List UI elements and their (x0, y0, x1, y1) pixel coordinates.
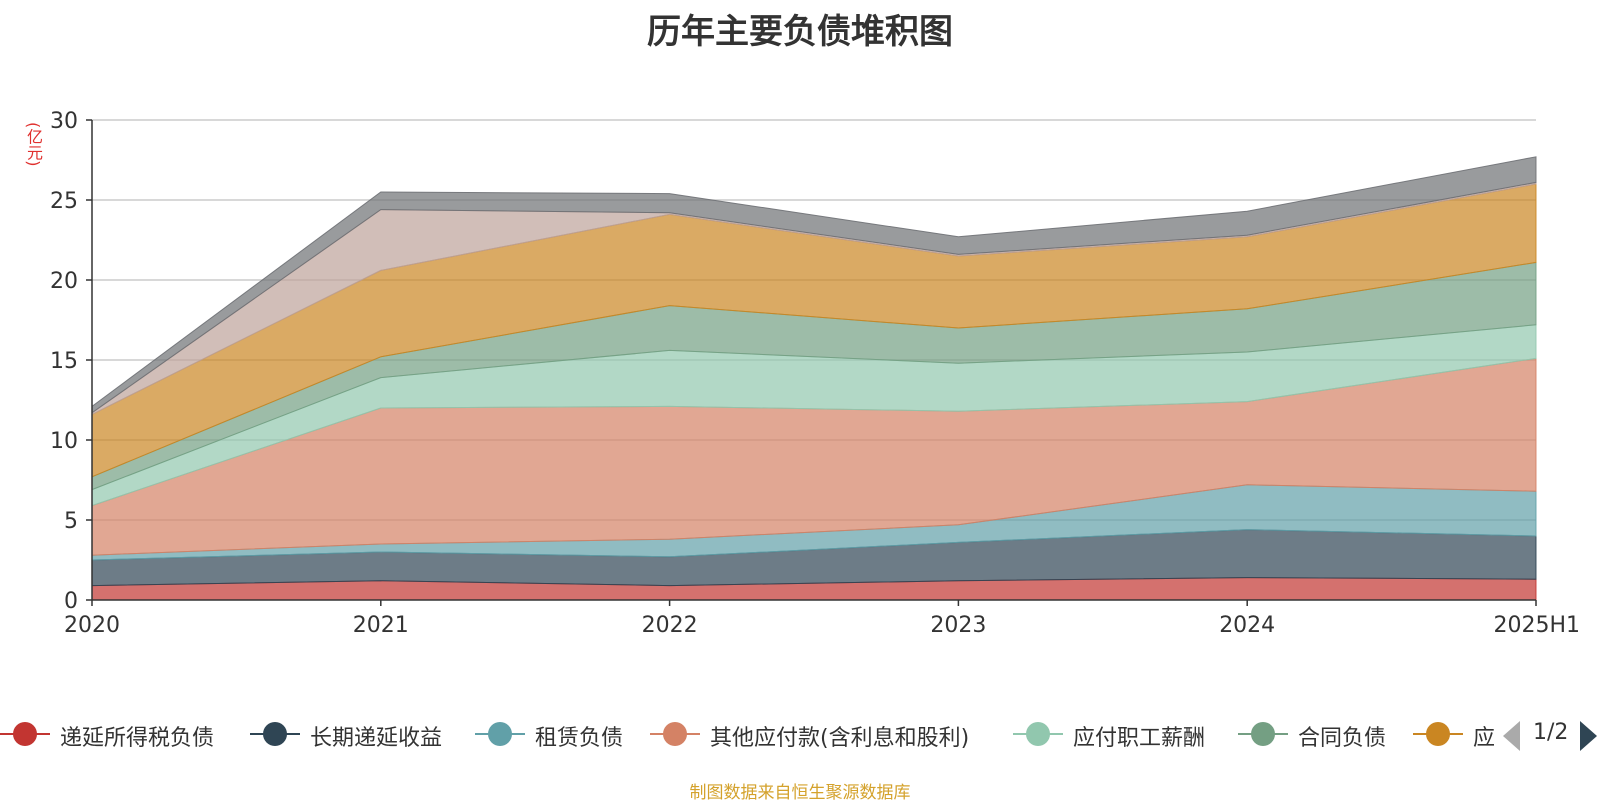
x-tick-label: 2020 (64, 613, 120, 638)
area-series-9[interactable] (91, 156, 1537, 414)
area-series-group (91, 156, 1537, 601)
legend-circle-icon (1026, 722, 1050, 746)
axes: 0 5 10 15 20 25 30 2020 2021 2022 2023 2024 2025H1 (50, 109, 1580, 638)
legend-pager: 1/2 (1500, 718, 1600, 751)
y-tick-label: 5 (64, 509, 78, 534)
legend-circle-icon (1251, 722, 1275, 746)
stacked-area-chart: 0 5 10 15 20 25 30 2020 2021 2022 2023 2024 2025H1 (50, 109, 1580, 638)
y-tick-label: 30 (50, 109, 78, 134)
legend-page-indicator: 1/2 (1533, 720, 1569, 745)
x-tick-label: 2021 (353, 613, 409, 638)
data-source-note: 制图数据来自恒生聚源数据库 (689, 783, 911, 803)
legend-circle-icon (263, 722, 287, 746)
y-axis-unit-label: (亿元) (24, 122, 43, 167)
x-tick-label: 2024 (1219, 613, 1275, 638)
x-tick-label: 2025H1 (1493, 613, 1580, 638)
y-tick-label: 15 (50, 349, 78, 374)
legend-next-page-icon[interactable] (1580, 721, 1597, 751)
y-tick-label: 20 (50, 269, 78, 294)
legend-label: 合同负债 (1298, 726, 1387, 750)
legend-circle-icon (13, 722, 37, 746)
legend-circle-icon (663, 722, 687, 746)
legend: 递延所得税负债 长期递延收益 租赁负债 其他应付款(含利息和股利) 应付职工薪酬 合同负债… (0, 718, 1500, 750)
legend-circle-icon (1426, 722, 1450, 746)
legend-label: 其他应付款(含利息和股利) (710, 726, 970, 750)
legend-prev-page-icon[interactable] (1503, 721, 1520, 751)
chart-title: 历年主要负债堆积图 (647, 12, 953, 52)
legend-label: 租赁负债 (535, 726, 624, 750)
legend-circle-icon (488, 722, 512, 746)
legend-label: 长期递延收益 (310, 726, 443, 750)
x-tick-label: 2022 (642, 613, 698, 638)
legend-label: 递延所得税负债 (60, 726, 215, 750)
y-tick-label: 0 (64, 589, 78, 614)
y-tick-label: 10 (50, 429, 78, 454)
legend-label: 应付职工薪酬 (1073, 726, 1206, 750)
legend-label: 应 (1473, 726, 1496, 750)
x-tick-label: 2023 (930, 613, 986, 638)
y-tick-label: 25 (50, 189, 78, 214)
